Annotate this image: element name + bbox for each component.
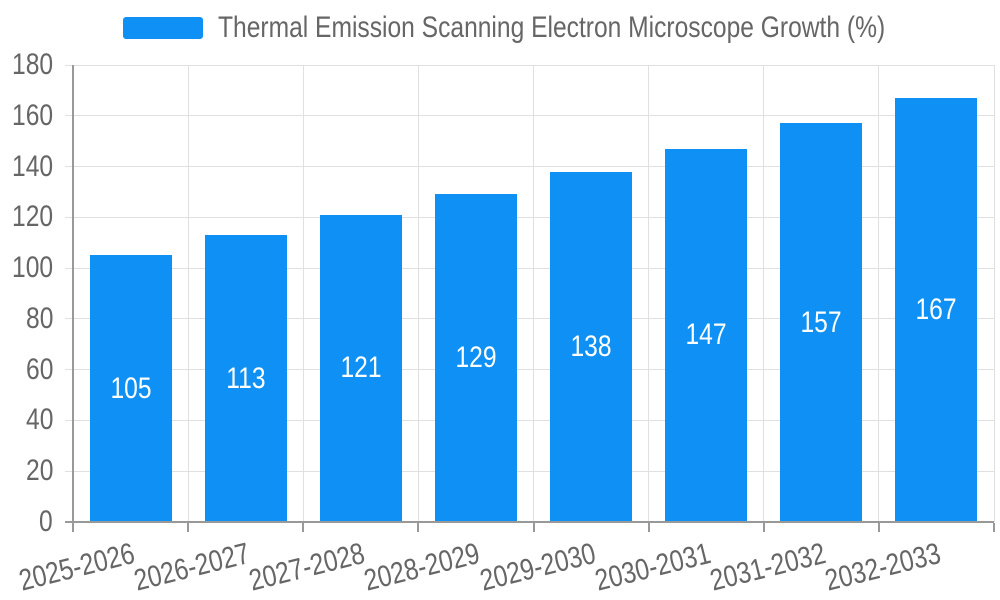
gridline-horizontal (65, 64, 994, 66)
legend-item[interactable]: Thermal Emission Scanning Electron Micro… (123, 11, 1000, 44)
gridline-vertical (533, 65, 534, 522)
legend-label: Thermal Emission Scanning Electron Micro… (218, 11, 886, 44)
bar-2025-2026[interactable] (89, 255, 172, 522)
y-axis-tick-label: 40 (25, 403, 53, 437)
x-axis-tick (877, 523, 880, 532)
x-axis-tick (532, 523, 535, 532)
gridline-horizontal (65, 267, 994, 269)
y-axis-tick-label: 160 (11, 98, 53, 132)
x-axis-tick (72, 523, 74, 532)
x-axis-tick (762, 523, 765, 532)
gridline-horizontal (65, 216, 994, 218)
gridline-vertical (417, 65, 419, 522)
gridline-vertical (993, 65, 995, 522)
x-axis-tick (647, 523, 650, 532)
bar-2026-2027[interactable] (204, 235, 287, 522)
gridline-vertical (878, 65, 880, 522)
gridline-vertical (648, 65, 650, 522)
bar-2028-2029[interactable] (434, 194, 517, 522)
x-axis-tick (302, 523, 305, 532)
y-axis-tick-label: 60 (25, 352, 53, 386)
y-axis-tick-label: 0 (39, 505, 53, 538)
plot-area: 0 20 40 60 80 100 120 140 160 180 105 113 121 129 138 1… (12, 50, 995, 598)
gridline-vertical (763, 65, 765, 522)
y-axis-tick-label: 100 (11, 251, 53, 285)
gridline-horizontal (65, 115, 994, 117)
bar-2031-2032[interactable] (780, 123, 863, 522)
gridline-horizontal (65, 419, 994, 421)
x-axis-tick (187, 523, 190, 532)
gridline-vertical (302, 65, 304, 522)
y-axis-tick-label: 140 (11, 149, 53, 183)
y-axis-line (72, 65, 74, 523)
gridline-horizontal (65, 369, 994, 371)
x-axis-tick (993, 523, 995, 532)
gridline-horizontal (65, 470, 994, 472)
bar-2029-2030[interactable] (550, 171, 633, 522)
y-axis-tick-label: 20 (25, 454, 53, 488)
x-axis-category-label: 2032-2033 (821, 537, 944, 598)
y-axis-tick-label: 180 (11, 48, 53, 81)
y-axis-tick-label: 120 (11, 200, 53, 234)
bar-2030-2031[interactable] (665, 148, 748, 522)
bar-2027-2028[interactable] (319, 214, 402, 522)
bar-2032-2033[interactable] (895, 98, 978, 522)
x-axis-line (65, 521, 994, 523)
gridline-horizontal (65, 318, 994, 320)
y-axis-tick-label: 80 (25, 301, 53, 335)
legend-swatch (123, 17, 203, 39)
gridline-vertical (187, 65, 189, 522)
gridline-horizontal (65, 166, 994, 168)
x-axis-tick (417, 523, 420, 532)
